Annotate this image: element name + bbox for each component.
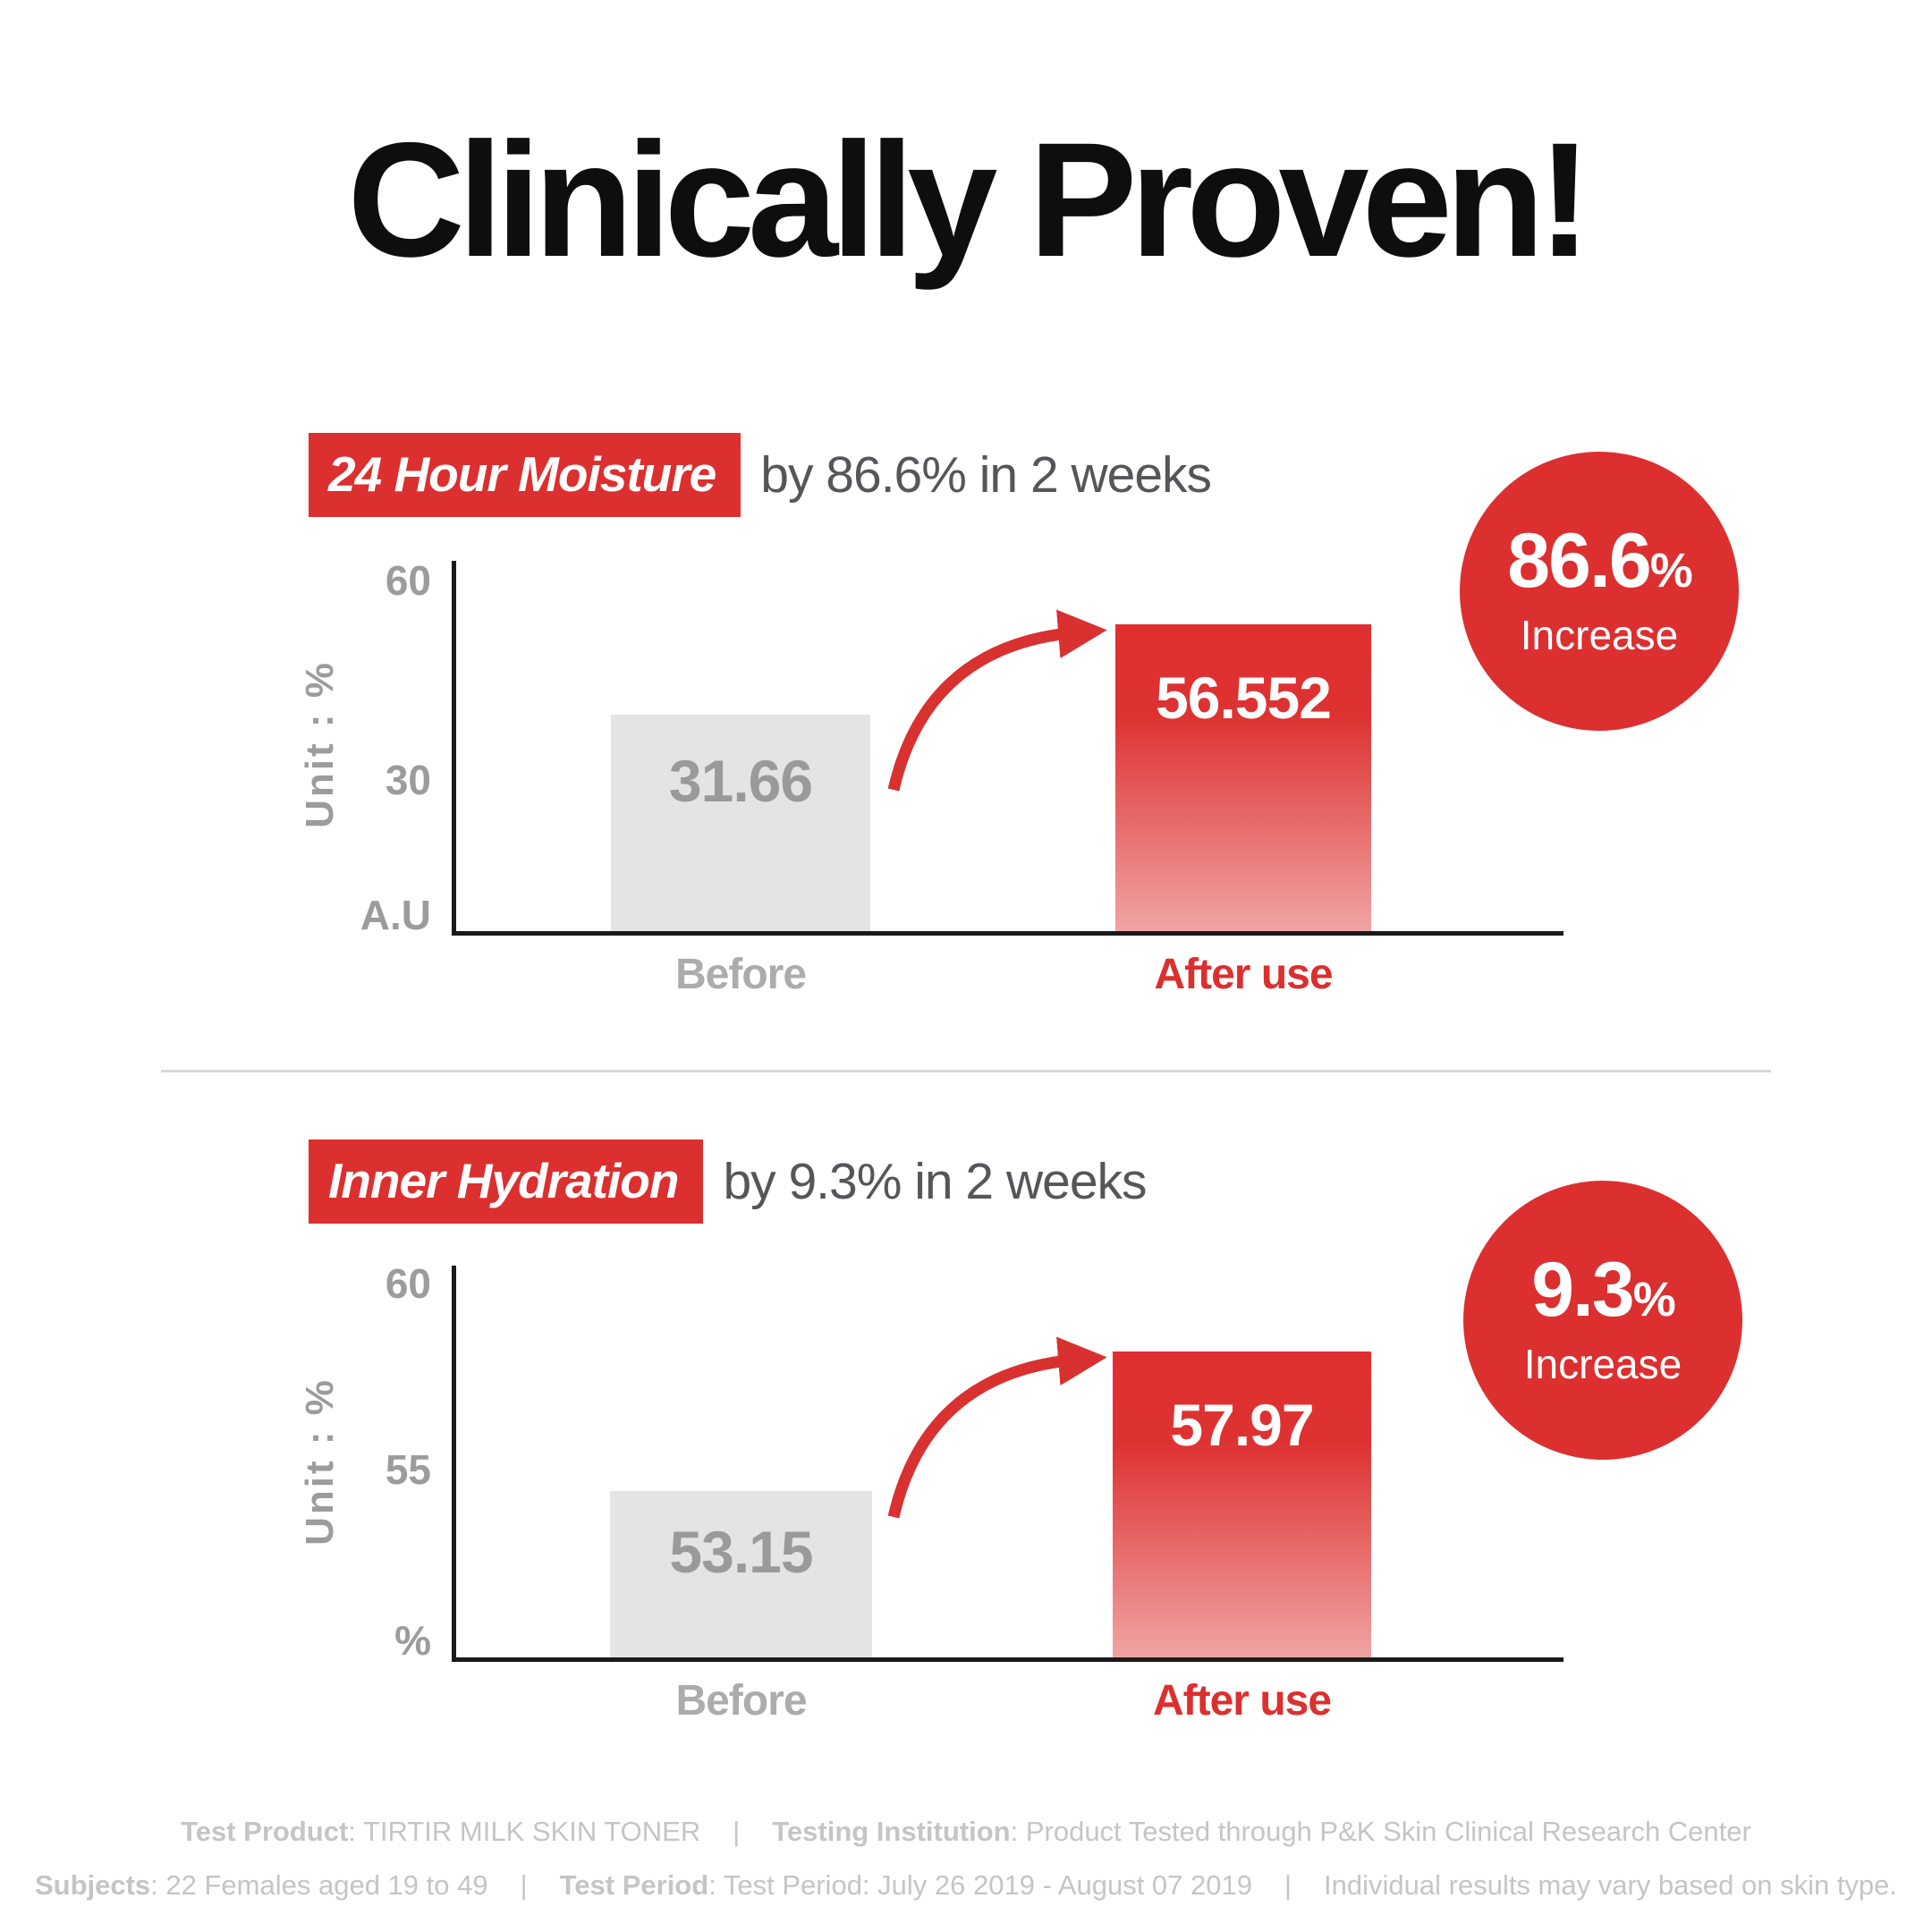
- increase-badge-2-value: 9.3%: [1531, 1246, 1676, 1333]
- footer-test-product-label: Test Product: [181, 1816, 349, 1847]
- increase-arrow-icon: [887, 609, 1107, 792]
- chart-1-ytick-60: 60: [385, 557, 431, 604]
- section-divider: [161, 1070, 1771, 1072]
- chart-1-label-after: After use: [1154, 951, 1333, 998]
- footer-test-product-value: : TIRTIR MILK SKIN TONER: [348, 1816, 701, 1847]
- chart-1-bar-before-value: 31.66: [668, 748, 813, 814]
- chart-2-x-axis: [452, 1657, 1563, 1662]
- footer-subjects-label: Subjects: [34, 1869, 151, 1901]
- chart-1-bar-after-value: 56.552: [1156, 665, 1332, 731]
- chart-1-bar-before: 31.66: [611, 715, 870, 931]
- footer-subjects-value: : 22 Females aged 19 to 49: [150, 1869, 488, 1901]
- increase-arrow-icon: [887, 1336, 1107, 1519]
- chart-2-ytick-60: 60: [385, 1260, 431, 1307]
- chart-1-y-axis-label: Unit : %: [298, 660, 342, 828]
- chart-2-bar-after-value: 57.97: [1170, 1392, 1314, 1458]
- chart-1-label-before: Before: [674, 951, 807, 998]
- chart-1-y-axis: [452, 561, 456, 935]
- section-2-tag: Inner Hydration: [309, 1140, 704, 1224]
- footer-testing-institution-value: : Product Tested through P&K Skin Clinic…: [1010, 1816, 1751, 1847]
- increase-badge-1-label: Increase: [1520, 611, 1679, 658]
- page-title: Clinically Proven!: [347, 108, 1591, 291]
- chart-2-bar-before: 53.15: [610, 1491, 872, 1657]
- section-2-subtitle: by 9.3% in 2 weeks: [723, 1153, 1147, 1210]
- footer-separator: |: [733, 1816, 741, 1847]
- increase-badge-2-label: Increase: [1523, 1340, 1682, 1387]
- chart-1-bar-after: 56.552: [1115, 624, 1371, 931]
- footer-test-period-label: Test Period: [559, 1869, 709, 1901]
- section-1-subtitle: by 86.6% in 2 weeks: [760, 446, 1212, 504]
- chart-2-bar-before-value: 53.15: [669, 1519, 813, 1585]
- footer-testing-institution-label: Testing Institution: [772, 1816, 1011, 1847]
- chart-2-bar-after: 57.97: [1113, 1352, 1371, 1657]
- footer-separator: |: [520, 1869, 528, 1901]
- chart-2-ytick-pct: %: [394, 1617, 431, 1664]
- chart-1-ytick-au: A.U: [360, 892, 431, 938]
- chart-2-label-after: After use: [1152, 1677, 1332, 1724]
- footer-disclaimer: Individual results may vary based on ski…: [1324, 1869, 1898, 1901]
- chart-1-ytick-30: 30: [385, 757, 431, 803]
- footer-line-2: Subjects: 22 Females aged 19 to 49 | Test …: [0, 1869, 1932, 1902]
- chart-2-y-axis: [452, 1266, 456, 1661]
- increase-badge-1-value: 86.6%: [1507, 517, 1692, 604]
- chart-2-y-axis-label: Unit : %: [298, 1377, 342, 1546]
- chart-1-x-axis: [452, 931, 1563, 936]
- chart-2-label-before: Before: [675, 1677, 807, 1724]
- section-1-header: 24 Hour Moisture by 86.6% in 2 weeks: [309, 433, 1212, 517]
- increase-badge-2: 9.3% Increase: [1463, 1181, 1742, 1460]
- footer-separator: |: [1284, 1869, 1292, 1901]
- section-2-header: Inner Hydration by 9.3% in 2 weeks: [309, 1140, 1148, 1224]
- increase-badge-1: 86.6% Increase: [1460, 452, 1739, 731]
- footer-line-1: Test Product: TIRTIR MILK SKIN TONER | Tes…: [0, 1816, 1932, 1848]
- section-1-tag: 24 Hour Moisture: [309, 433, 741, 517]
- chart-2-ytick-55: 55: [385, 1446, 431, 1493]
- footer-test-period-value: : Test Period: July 26 2019 - August 07 …: [708, 1869, 1252, 1901]
